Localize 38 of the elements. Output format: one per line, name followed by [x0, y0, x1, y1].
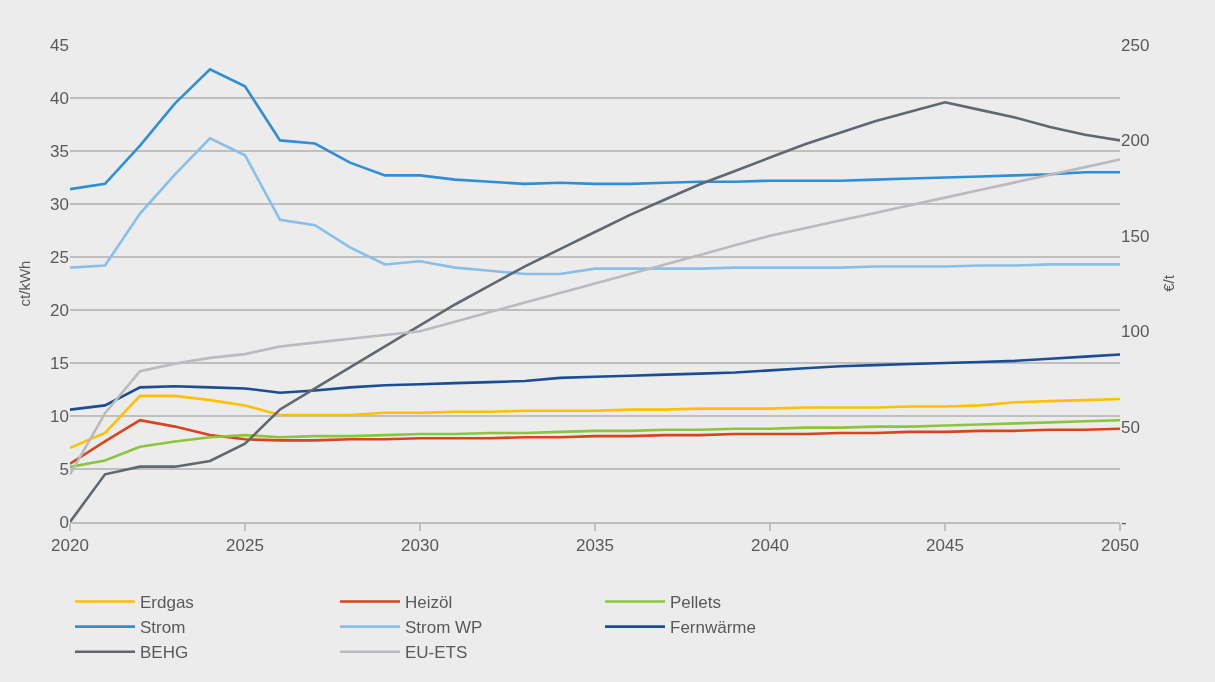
line-series [70, 158, 1120, 476]
y2-tick-label: - [1121, 512, 1127, 532]
x-tick-label: 2020 [51, 536, 89, 556]
line-series [70, 136, 1120, 276]
legend-label: Fernwärme [670, 618, 756, 638]
y2-tick-label: 50 [1121, 417, 1140, 437]
y-axis-title: ct/kWh [16, 260, 34, 307]
legend-label: Heizöl [405, 593, 453, 613]
x-tick-label: 2030 [401, 536, 439, 556]
line-series [70, 353, 1120, 411]
x-tick-label: 2045 [926, 536, 964, 556]
x-tick-label: 2035 [576, 536, 614, 556]
x-tick-label: 2040 [751, 536, 789, 556]
y2-tick-label: 200 [1121, 131, 1150, 151]
legend-label: EU-ETS [405, 643, 468, 663]
line-series [70, 394, 1120, 450]
y2-tick-label: 150 [1121, 226, 1150, 246]
y2-tick-label: 250 [1121, 35, 1150, 55]
legend-label: Erdgas [140, 593, 194, 613]
x-tick-label: 2050 [1101, 536, 1139, 556]
y-tick-label: 5 [59, 459, 69, 479]
legend-label: BEHG [140, 643, 189, 663]
line-series [70, 68, 1120, 191]
legend-label: Strom [140, 618, 186, 638]
y-tick-label: 20 [50, 300, 69, 320]
y-tick-label: 25 [50, 247, 69, 267]
y-tick-label: 0 [59, 512, 69, 532]
y2-axis-title: €/t [1160, 274, 1178, 292]
x-tick-label: 2025 [226, 536, 264, 556]
legend-label: Strom WP [405, 618, 483, 638]
y-tick-label: 40 [50, 88, 69, 108]
y-tick-label: 35 [50, 141, 69, 161]
legend-label: Pellets [670, 593, 722, 613]
y-tick-label: 15 [50, 353, 69, 373]
y-tick-label: 10 [50, 406, 69, 426]
y-tick-label: 45 [50, 35, 69, 55]
y2-tick-label: 100 [1121, 322, 1150, 342]
y-tick-label: 30 [50, 194, 69, 214]
